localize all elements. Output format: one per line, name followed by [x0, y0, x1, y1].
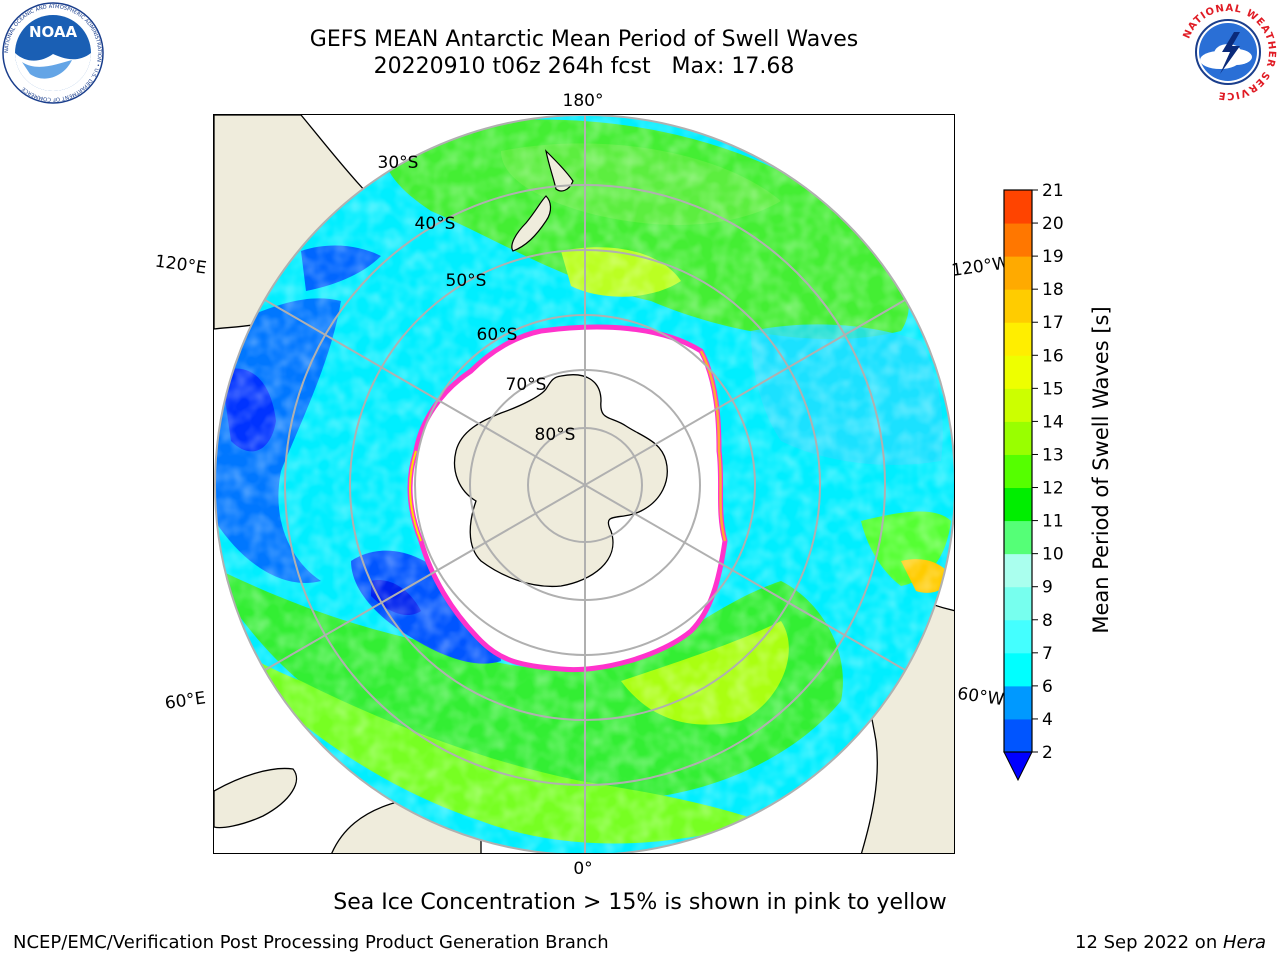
sea-ice-note: Sea Ice Concentration > 15% is shown in … [333, 890, 947, 915]
noaa-logo-text: NOAA [29, 23, 78, 41]
land-antarctica [453, 374, 668, 588]
colorbar-tick-label: 9 [1042, 578, 1053, 598]
nws-logo: NATIONAL WEATHER SERVICE [1180, 3, 1276, 101]
polar-map-canvas [214, 115, 954, 853]
graticule [214, 115, 954, 853]
colorbar-bin [1004, 355, 1032, 389]
sea-ice-edge-yellow [408, 450, 422, 542]
colorbar-tick-label: 6 [1042, 677, 1053, 697]
colorbar-tick-label: 2 [1042, 743, 1053, 763]
colorbar-tick-label: 17 [1042, 313, 1064, 333]
sea-ice-edge-orange [699, 350, 727, 542]
colorbar-bin [1004, 487, 1032, 522]
generation-date: 12 Sep 2022 on Hera [1075, 932, 1266, 953]
colorbar-under-triangle [1003, 751, 1033, 782]
colorbar-bin [1004, 322, 1032, 356]
lon-label-180: 180° [563, 91, 604, 111]
colorbar-tick-label: 11 [1042, 512, 1064, 532]
map-subtitle: 20220910 t06z 264h fcst Max: 17.68 [373, 54, 795, 79]
colorbar-bin [1004, 718, 1032, 753]
land-new-zealand-north [545, 149, 574, 192]
lon-label-60e: 60°E [164, 688, 207, 713]
colorbar-bin [1004, 223, 1032, 257]
colorbar-bin [1004, 454, 1032, 489]
colorbar: 2 4 6 7 8 9 10 11 12 13 14 15 16 17 18 19 20 21 Mean Peri… [1003, 181, 1113, 782]
colorbar-tick-label: 4 [1042, 710, 1053, 730]
land-madagascar [214, 767, 298, 829]
colorbar-ticks: 2 4 6 7 8 9 10 11 12 13 14 15 16 17 18 19 20 21 [1032, 181, 1064, 763]
colorbar-tick-label: 15 [1042, 379, 1064, 399]
colorbar-bin [1004, 586, 1032, 621]
generation-host: Hera [1222, 932, 1266, 953]
colorbar-tick-label: 12 [1042, 479, 1064, 499]
colorbar-tick-label: 8 [1042, 611, 1053, 631]
colorbar-bin [1004, 520, 1032, 555]
colorbar-bin [1004, 388, 1032, 422]
colorbar-tick-label: 16 [1042, 346, 1064, 366]
colorbar-tick-label: 7 [1042, 644, 1053, 664]
colorbar-bin [1004, 619, 1032, 654]
colorbar-tick-label: 19 [1042, 247, 1064, 267]
colorbar-tick-label: 20 [1042, 214, 1064, 234]
colorbar-bin [1004, 652, 1032, 687]
colorbar-tick-label: 14 [1042, 412, 1064, 432]
colorbar-bin [1004, 256, 1032, 290]
map-title: GEFS MEAN Antarctic Mean Period of Swell… [309, 27, 859, 52]
colorbar-bin [1004, 190, 1032, 224]
colorbar-label: Mean Period of Swell Waves [s] [1089, 306, 1113, 633]
colorbar-bin [1004, 553, 1032, 588]
colorbar-tick-label: 13 [1042, 445, 1064, 465]
generation-date-text: 12 Sep 2022 on [1075, 932, 1223, 953]
colorbar-bin [1004, 685, 1032, 720]
lon-label-0: 0° [573, 859, 592, 879]
colorbar-tick-label: 18 [1042, 280, 1064, 300]
colorbar-bin [1004, 289, 1032, 323]
noaa-logo: NOAA NATIONAL OCEANIC AND ATMOSPHERIC AD… [2, 2, 104, 104]
land-new-zealand-south [511, 195, 552, 252]
colorbar-tick-label: 10 [1042, 545, 1064, 565]
producer-credit: NCEP/EMC/Verification Post Processing Pr… [13, 932, 609, 953]
colorbar-bin [1004, 421, 1032, 455]
lon-label-120e: 120°E [154, 252, 208, 279]
colorbar-frame [1003, 189, 1033, 753]
colorbar-bins [1004, 190, 1032, 753]
polar-map [213, 114, 955, 854]
colorbar-tick-label: 21 [1042, 181, 1064, 201]
